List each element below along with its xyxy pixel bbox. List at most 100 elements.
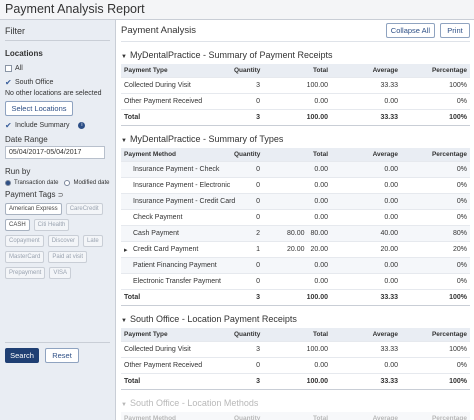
- include-summary-option[interactable]: ✔ Include Summary i: [5, 118, 110, 132]
- cell: 100.00: [306, 294, 328, 301]
- tag-chip[interactable]: Paid at visit: [48, 251, 88, 263]
- report-section: ▼ MyDentalPractice - Summary of Payment R…: [121, 50, 470, 126]
- label: Include Summary: [15, 121, 70, 129]
- cell: 0%: [456, 198, 467, 205]
- cell: Electronic Transfer Payment: [133, 278, 221, 285]
- cell: 2: [256, 230, 260, 237]
- tag-chip[interactable]: Citi Health: [33, 219, 70, 231]
- column-header: Percentage: [431, 415, 467, 420]
- cell: Total: [124, 294, 141, 301]
- cell: 100%: [449, 378, 467, 385]
- cell: 33.33: [380, 378, 398, 385]
- cell: 0: [256, 214, 260, 221]
- cell: 0.00: [384, 166, 398, 173]
- filter-title: Filter: [5, 20, 110, 41]
- table-body: Collected During Visit 3 100.00 33.33 100% Ot…: [121, 78, 470, 110]
- detail-value: 80.00: [287, 230, 305, 237]
- cell: 0: [256, 198, 260, 205]
- report-panel: Payment Analysis Collapse All Print ▼ MyDe…: [117, 20, 474, 420]
- tag-chip[interactable]: Copayment: [5, 235, 44, 247]
- tag-chip[interactable]: American Express: [5, 203, 62, 215]
- all-option[interactable]: All: [5, 61, 110, 75]
- tag-chip[interactable]: MasterCard: [5, 251, 45, 263]
- run-by-options: Transaction date Modified date: [5, 176, 110, 190]
- section-title[interactable]: ▼ South Office - Location Methods: [121, 398, 470, 412]
- column-header: Average: [372, 415, 398, 420]
- radio-option[interactable]: Modified date: [64, 176, 110, 190]
- report-section: ▼ South Office - Location Payment Receipt…: [121, 314, 470, 390]
- section-title[interactable]: ▼ MyDentalPractice - Summary of Payment R…: [121, 50, 470, 64]
- radio[interactable]: [5, 180, 11, 186]
- report-section: ▼ South Office - Location Methods Payment …: [121, 398, 470, 420]
- column-header: Quantity: [234, 331, 261, 338]
- tag-chip[interactable]: CASH: [5, 219, 30, 231]
- cell: Check Payment: [133, 214, 183, 221]
- check-icon: ✔: [5, 120, 12, 130]
- cell: 0.00: [384, 362, 398, 369]
- total-row: Total 3 100.00 33.33 100%: [121, 374, 470, 390]
- cell: 80%: [452, 230, 467, 237]
- header-row: Payment Type Quantity Total Average Percenta…: [121, 64, 470, 78]
- cell: 0: [256, 278, 260, 285]
- radio[interactable]: [64, 180, 71, 186]
- report-header: Payment Analysis Collapse All Print: [121, 20, 470, 42]
- cell: Other Payment Received: [124, 362, 203, 369]
- tag-chip[interactable]: VISA: [49, 267, 72, 279]
- print-button[interactable]: Print: [440, 23, 470, 38]
- info-icon[interactable]: i: [78, 121, 86, 129]
- toggle-icon[interactable]: ▼: [121, 318, 127, 324]
- table-row: Other Payment Received 0 0.00 0.00 0%: [121, 358, 470, 374]
- label: All: [15, 64, 23, 72]
- radio-option[interactable]: Transaction date: [5, 176, 58, 190]
- column-header: Total: [312, 151, 328, 158]
- label: South Office: [15, 78, 54, 86]
- cell: 100.00: [306, 114, 328, 121]
- locations-note: No other locations are selected: [5, 90, 102, 97]
- toggle-icon[interactable]: ▼: [121, 54, 127, 60]
- cell: 0.00: [384, 214, 398, 221]
- reset-button[interactable]: Reset: [45, 348, 79, 363]
- section-title[interactable]: ▼ South Office - Location Payment Receipt…: [121, 314, 470, 328]
- title-text: South Office - Location Payment Receipts: [129, 314, 297, 324]
- data-table: Payment Type Quantity Total Average Percenta…: [121, 64, 470, 126]
- column-header: Payment Method: [124, 151, 177, 158]
- select-locations-button[interactable]: Select Locations: [5, 101, 73, 116]
- toggle-icon[interactable]: ▼: [121, 402, 127, 408]
- column-header: Average: [372, 331, 398, 338]
- column-header: Payment Method: [124, 415, 177, 420]
- toggle-icon[interactable]: ▼: [121, 138, 127, 144]
- date-range-input[interactable]: 05/04/2017-05/04/2017: [5, 146, 105, 159]
- header-row: Payment Type Quantity Total Average Percenta…: [121, 328, 470, 342]
- column-header: Total: [312, 415, 328, 420]
- section-title[interactable]: ▼ MyDentalPractice - Summary of Types: [121, 134, 470, 148]
- column-header: Payment Type: [124, 331, 168, 338]
- tag-chip[interactable]: Late: [83, 235, 103, 247]
- column-header: Total: [312, 67, 328, 74]
- tag-chip[interactable]: CareCredit: [65, 203, 103, 215]
- search-button[interactable]: Search: [5, 348, 39, 363]
- tag-chip[interactable]: Prepayment: [5, 267, 46, 279]
- table-body: Insurance Payment - Check 0 0.00 0.00 0% Insu…: [121, 162, 470, 290]
- cell: Total: [124, 378, 141, 385]
- title-bar: Payment Analysis Report: [0, 0, 474, 20]
- collapse-all-button[interactable]: Collapse All: [385, 23, 435, 38]
- expand-icon[interactable]: ▸: [124, 247, 128, 254]
- tag-chip[interactable]: Discover: [47, 235, 80, 247]
- cell: 0: [256, 166, 260, 173]
- cell: 20.00: [380, 246, 398, 253]
- column-header: Quantity: [234, 67, 261, 74]
- column-header: Percentage: [431, 67, 467, 74]
- label: Modified date: [73, 180, 110, 186]
- location-option[interactable]: ✔ South Office: [5, 75, 110, 89]
- cell: 0.00: [384, 278, 398, 285]
- cell: 3: [256, 294, 260, 301]
- check-icon: ✔: [5, 77, 12, 87]
- cell: 0.00: [314, 198, 328, 205]
- table-row: Insurance Payment - Electronic 0 0.00 0.00 0…: [121, 178, 470, 194]
- checkbox[interactable]: [5, 64, 12, 72]
- table-body: Collected During Visit 3 100.00 33.33 100% Ot…: [121, 342, 470, 374]
- column-header: Average: [372, 151, 398, 158]
- cell: 0%: [456, 214, 467, 221]
- tags-label: Payment Tags ⊃: [5, 190, 110, 199]
- cell-value: 80.00: [310, 230, 328, 237]
